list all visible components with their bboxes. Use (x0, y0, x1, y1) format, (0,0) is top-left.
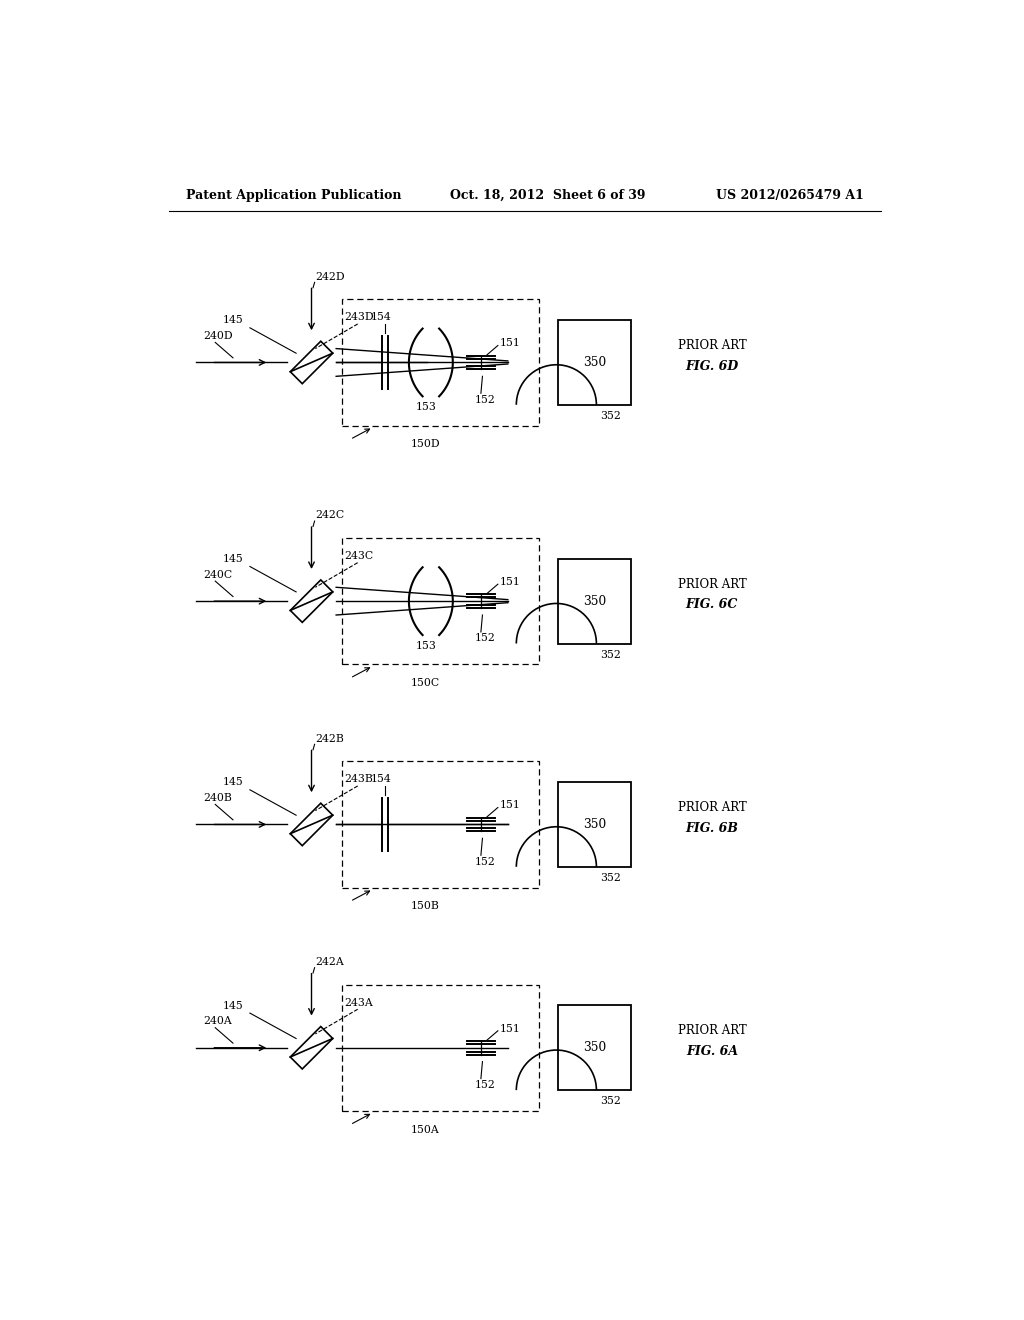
Text: 243B: 243B (345, 775, 374, 784)
Text: 242B: 242B (315, 734, 344, 743)
Bar (558, 1006, 631, 1090)
Text: 243C: 243C (345, 552, 374, 561)
Text: 151: 151 (500, 1023, 521, 1034)
Text: 352: 352 (600, 1096, 622, 1106)
Text: 153: 153 (416, 403, 436, 412)
Text: PRIOR ART: PRIOR ART (678, 1024, 746, 1038)
Text: PRIOR ART: PRIOR ART (678, 339, 746, 352)
Text: Oct. 18, 2012  Sheet 6 of 39: Oct. 18, 2012 Sheet 6 of 39 (451, 189, 646, 202)
Text: 243D: 243D (345, 313, 374, 322)
Text: 150A: 150A (411, 1125, 439, 1135)
Polygon shape (290, 579, 333, 623)
Polygon shape (290, 341, 333, 384)
Text: 240D: 240D (204, 331, 233, 341)
Text: FIG. 6A: FIG. 6A (686, 1045, 738, 1059)
Text: 350: 350 (583, 818, 606, 832)
Text: 152: 152 (475, 857, 496, 867)
Text: 150D: 150D (411, 440, 440, 449)
Text: 352: 352 (600, 411, 622, 421)
Text: 242D: 242D (315, 272, 345, 281)
Text: FIG. 6C: FIG. 6C (686, 598, 738, 611)
Text: 154: 154 (372, 775, 392, 784)
Text: 152: 152 (475, 395, 496, 405)
Text: 153: 153 (416, 642, 436, 651)
Polygon shape (290, 803, 333, 846)
Text: PRIOR ART: PRIOR ART (678, 801, 746, 814)
Bar (342, 539, 539, 664)
Bar (342, 300, 539, 425)
Text: US 2012/0265479 A1: US 2012/0265479 A1 (716, 189, 863, 202)
Bar (558, 321, 631, 405)
Text: 242A: 242A (315, 957, 344, 966)
Text: FIG. 6D: FIG. 6D (685, 360, 738, 372)
Text: 150C: 150C (411, 678, 439, 688)
Text: 350: 350 (583, 594, 606, 607)
Text: 240C: 240C (204, 570, 232, 579)
Text: 350: 350 (583, 356, 606, 370)
Bar (342, 985, 539, 1111)
Bar (342, 762, 539, 887)
Text: 154: 154 (372, 313, 392, 322)
Text: 243A: 243A (345, 998, 374, 1007)
Text: 145: 145 (223, 1001, 244, 1011)
Text: 240B: 240B (204, 793, 232, 803)
Text: 151: 151 (500, 577, 521, 587)
Polygon shape (290, 1027, 333, 1069)
Text: 152: 152 (475, 1080, 496, 1090)
Text: 151: 151 (500, 800, 521, 810)
Text: 240A: 240A (204, 1016, 232, 1026)
Bar (558, 558, 631, 644)
Text: 350: 350 (583, 1041, 606, 1055)
Text: 145: 145 (223, 777, 244, 788)
Text: 151: 151 (500, 338, 521, 348)
Text: FIG. 6B: FIG. 6B (685, 822, 738, 834)
Text: 145: 145 (223, 554, 244, 564)
Text: 152: 152 (475, 634, 496, 643)
Text: 242C: 242C (315, 511, 344, 520)
Text: 150B: 150B (411, 902, 439, 911)
Bar (558, 781, 631, 867)
Text: PRIOR ART: PRIOR ART (678, 578, 746, 591)
Text: 352: 352 (600, 873, 622, 883)
Text: 352: 352 (600, 649, 622, 660)
Text: 145: 145 (223, 315, 244, 326)
Text: Patent Application Publication: Patent Application Publication (186, 189, 401, 202)
